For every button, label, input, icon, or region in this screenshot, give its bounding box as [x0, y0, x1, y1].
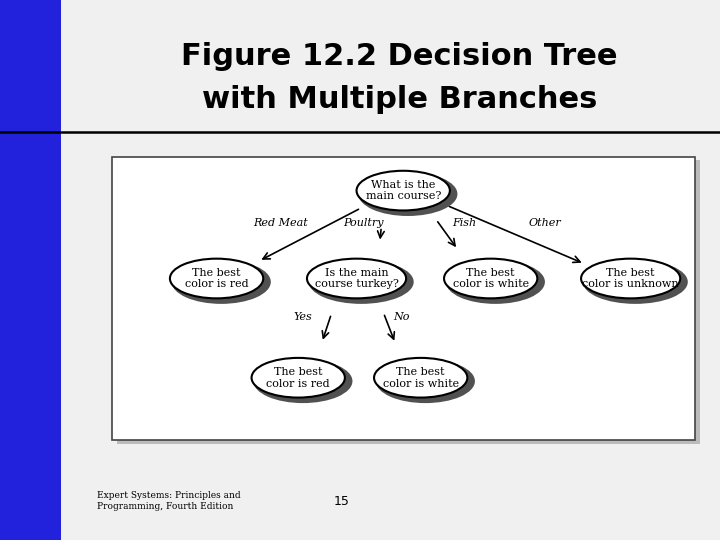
Text: No: No	[393, 312, 410, 322]
Ellipse shape	[356, 171, 450, 211]
Text: The best
color is unknown: The best color is unknown	[582, 268, 679, 289]
Ellipse shape	[446, 260, 545, 304]
Ellipse shape	[253, 359, 353, 403]
Text: 15: 15	[334, 495, 350, 508]
Text: The best
color is white: The best color is white	[382, 367, 459, 389]
FancyBboxPatch shape	[112, 157, 695, 440]
Text: Expert Systems: Principles and
Programming, Fourth Edition: Expert Systems: Principles and Programmi…	[97, 491, 240, 511]
Text: Yes: Yes	[294, 312, 312, 322]
Ellipse shape	[582, 260, 688, 304]
FancyBboxPatch shape	[0, 0, 61, 540]
Ellipse shape	[444, 259, 537, 298]
Ellipse shape	[374, 358, 467, 397]
Ellipse shape	[581, 259, 680, 298]
Text: The best
color is white: The best color is white	[453, 268, 528, 289]
Ellipse shape	[307, 259, 406, 298]
FancyBboxPatch shape	[117, 160, 700, 444]
Ellipse shape	[359, 172, 457, 216]
Text: Fish: Fish	[452, 218, 477, 228]
Ellipse shape	[170, 259, 264, 298]
Ellipse shape	[376, 359, 475, 403]
Ellipse shape	[309, 260, 414, 304]
Text: Poultry: Poultry	[343, 218, 383, 228]
Text: with Multiple Branches: with Multiple Branches	[202, 85, 598, 114]
Text: The best
color is red: The best color is red	[266, 367, 330, 389]
Ellipse shape	[171, 260, 271, 304]
Text: Red Meat: Red Meat	[253, 218, 308, 228]
Text: Figure 12.2 Decision Tree: Figure 12.2 Decision Tree	[181, 42, 618, 71]
Text: What is the
main course?: What is the main course?	[366, 180, 441, 201]
Text: Is the main
course turkey?: Is the main course turkey?	[315, 268, 398, 289]
Text: The best
color is red: The best color is red	[185, 268, 248, 289]
Ellipse shape	[251, 358, 345, 397]
Text: Other: Other	[528, 218, 561, 228]
